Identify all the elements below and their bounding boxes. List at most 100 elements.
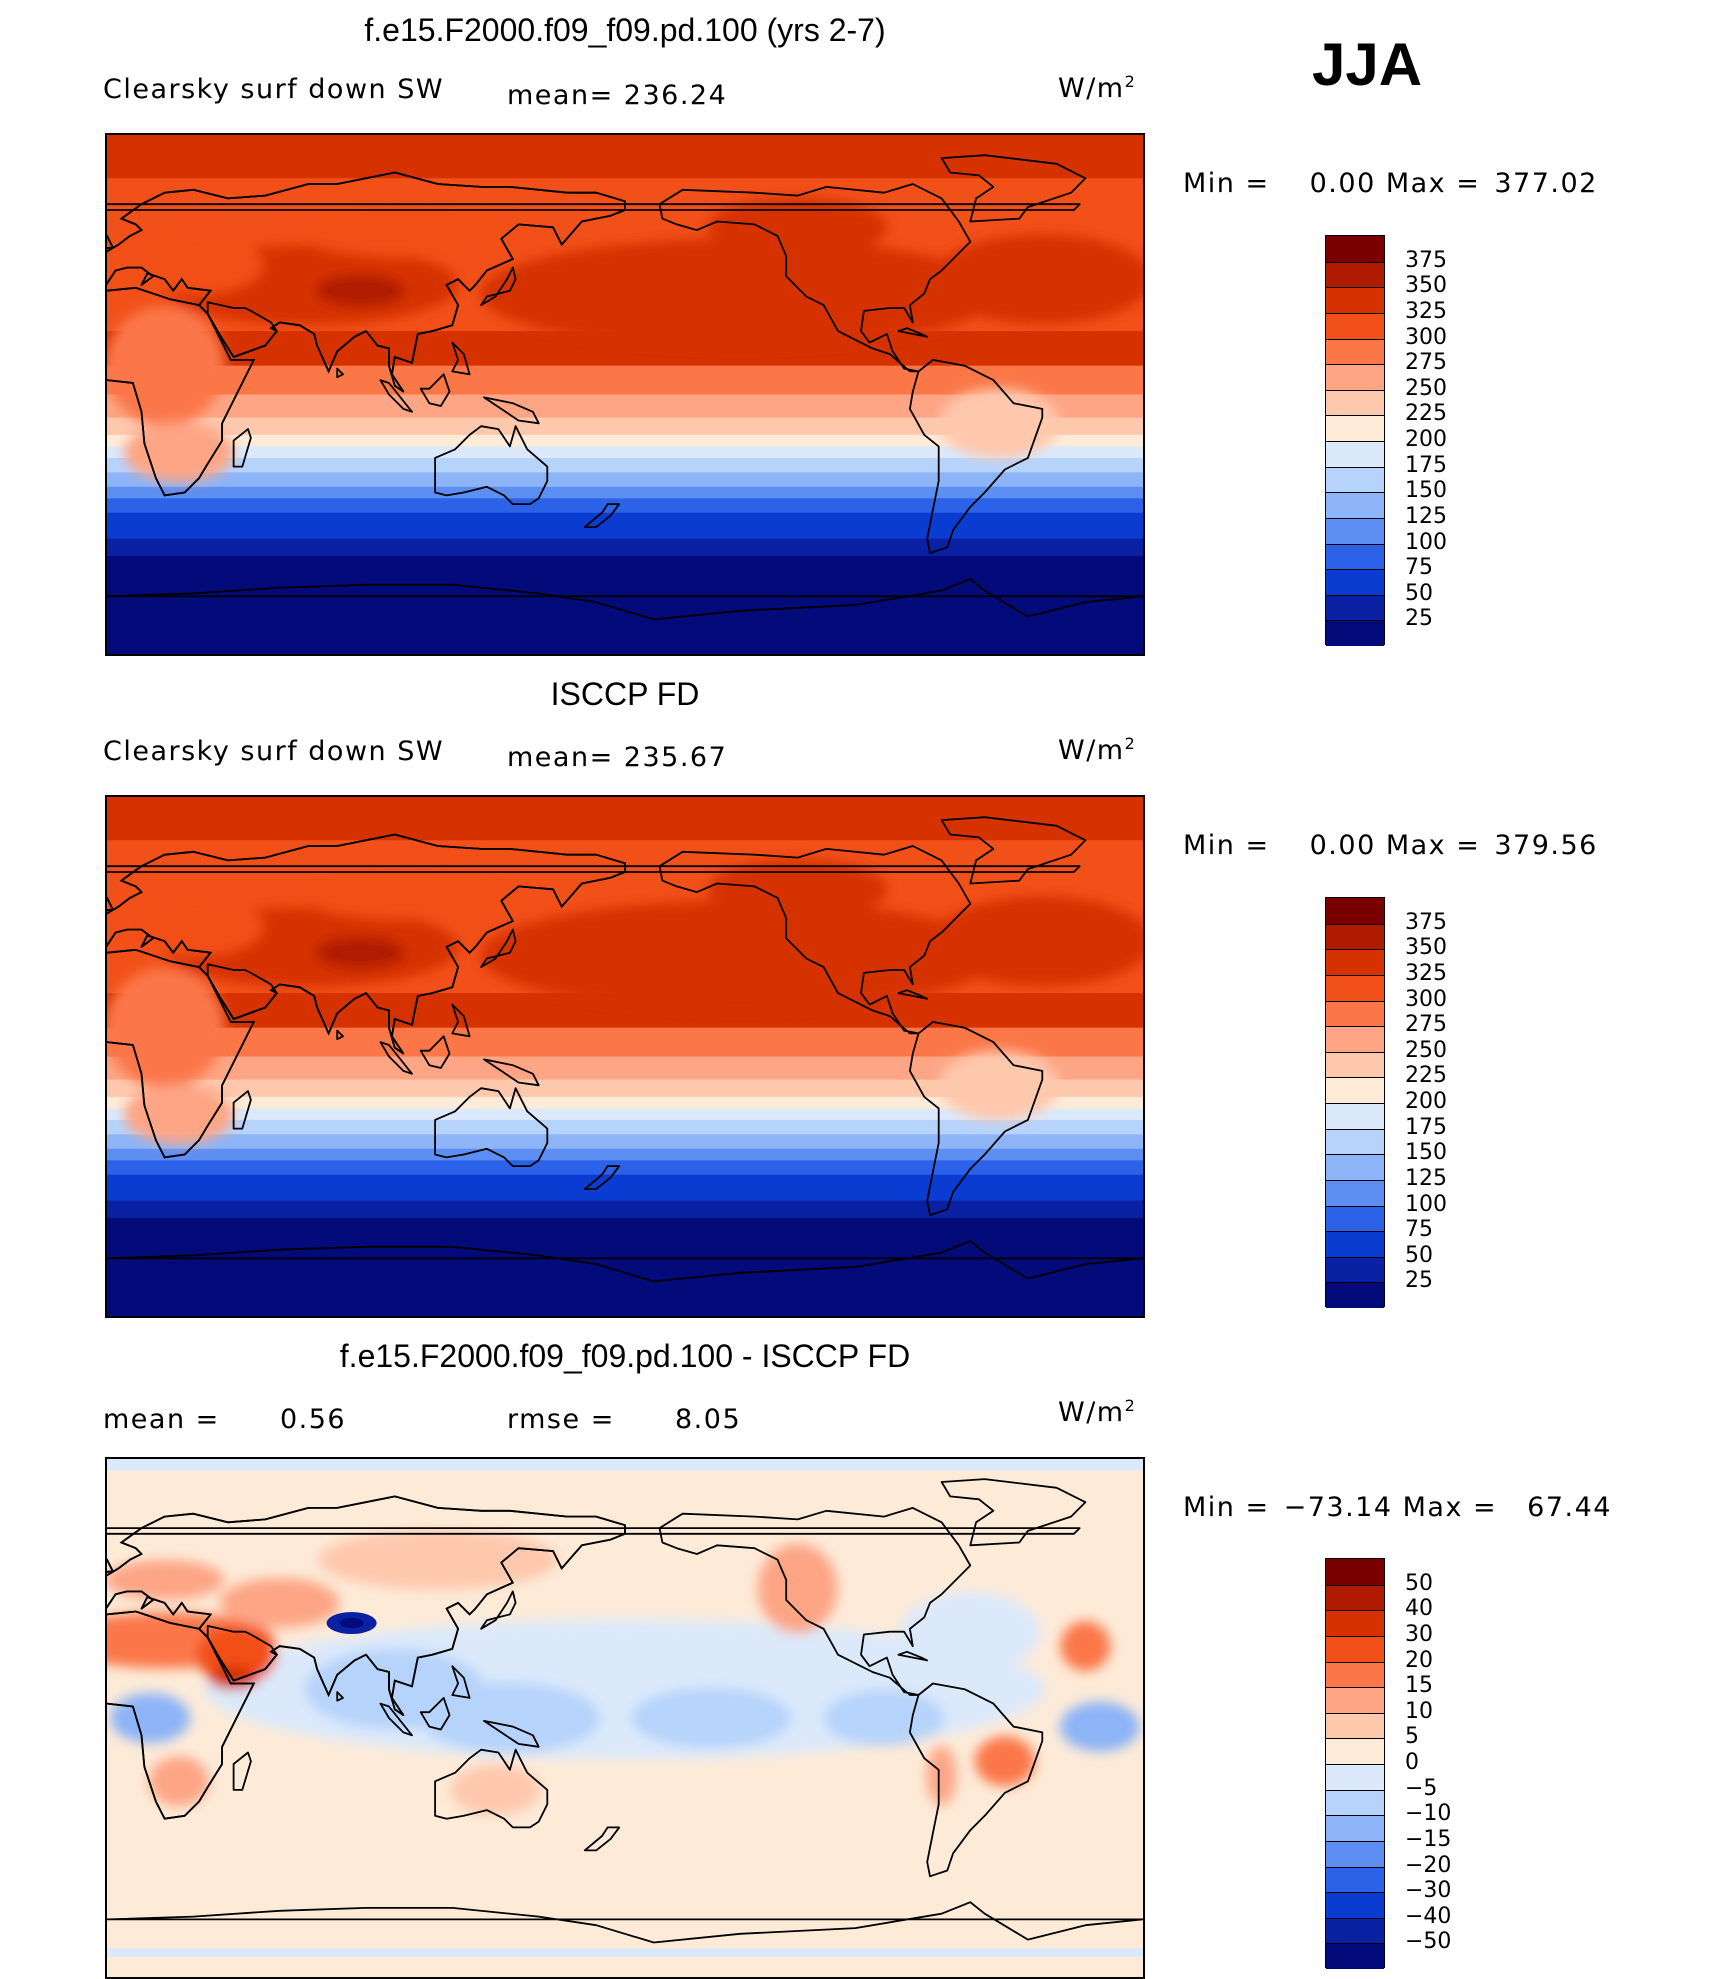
lat-band bbox=[107, 486, 1143, 500]
coastline bbox=[379, 1041, 413, 1075]
field-blob bbox=[123, 1084, 234, 1145]
coastline bbox=[434, 1748, 549, 1829]
diff-blob bbox=[631, 1688, 792, 1748]
colorbar-tick-label: 250 bbox=[1405, 375, 1447, 401]
lat-band bbox=[107, 512, 1143, 529]
lat-band bbox=[107, 1189, 1143, 1202]
coastline bbox=[897, 327, 929, 338]
colorbar-swatch bbox=[1326, 923, 1384, 950]
colorbar-tick-label: 50 bbox=[1405, 1242, 1433, 1268]
field-blob bbox=[289, 859, 530, 920]
colorbar-swatch bbox=[1326, 1077, 1384, 1103]
colorbar-swatch bbox=[1326, 1103, 1384, 1129]
panel1-mean-label: mean= bbox=[507, 80, 614, 111]
colorbar-swatch bbox=[1326, 1815, 1384, 1841]
colorbar-swatch bbox=[1326, 287, 1384, 313]
colorbar-swatch bbox=[1326, 1179, 1384, 1206]
colorbar-tick-label: 325 bbox=[1405, 960, 1447, 986]
colorbar-frame bbox=[1325, 1558, 1385, 1969]
lat-band bbox=[107, 446, 1143, 459]
colorbar-swatch bbox=[1326, 1764, 1384, 1790]
coastline bbox=[419, 1035, 451, 1069]
coastline bbox=[451, 341, 471, 376]
lat-band bbox=[107, 365, 1143, 396]
coastline bbox=[232, 1751, 252, 1791]
colorbar-tick-label: 150 bbox=[1405, 1140, 1447, 1166]
coastline bbox=[451, 1003, 471, 1038]
colorbar-tick-label: 125 bbox=[1405, 503, 1447, 529]
coastline bbox=[107, 1495, 626, 1716]
panel1-mean-value: 236.24 bbox=[623, 80, 728, 111]
lat-band bbox=[107, 457, 1143, 474]
field-blob bbox=[107, 305, 225, 426]
colorbar-swatch bbox=[1326, 974, 1384, 1001]
colorbar-tick-label: −20 bbox=[1405, 1852, 1452, 1878]
lat-band bbox=[107, 1148, 1143, 1162]
colorbar-swatch bbox=[1326, 1943, 1384, 1969]
colorbar-swatch bbox=[1326, 1789, 1384, 1816]
panel2-minmax: Min = 0.00 Max = 379.56 bbox=[1183, 830, 1598, 861]
colorbar-swatch bbox=[1326, 1892, 1384, 1918]
lat-band bbox=[107, 417, 1143, 436]
panel3-mean-label: mean = bbox=[103, 1404, 220, 1435]
diff-blob bbox=[900, 1591, 1041, 1672]
panel1-map bbox=[105, 133, 1145, 656]
colorbar-swatch bbox=[1326, 1584, 1384, 1611]
colorbar-swatch bbox=[1326, 1282, 1384, 1308]
colorbar-swatch bbox=[1326, 1866, 1384, 1893]
field-blob bbox=[123, 234, 264, 295]
colorbar-swatch bbox=[1326, 236, 1384, 262]
lat-band bbox=[107, 1119, 1143, 1136]
diff-anomalies bbox=[107, 1529, 1140, 1815]
colorbar-tick-label: −40 bbox=[1405, 1903, 1452, 1929]
coastlines-wrap bbox=[107, 833, 626, 1159]
panel2-units: W/m2 bbox=[1058, 734, 1137, 766]
colorbar-swatch bbox=[1326, 1738, 1384, 1764]
field-blob bbox=[707, 859, 888, 920]
lat-band bbox=[107, 797, 1143, 842]
colorbar-tick-label: 250 bbox=[1405, 1037, 1447, 1063]
colorbar-swatch bbox=[1326, 1610, 1384, 1636]
colorbar-swatch bbox=[1326, 1635, 1384, 1662]
coastline bbox=[336, 367, 344, 379]
colorbar-tick-label: 10 bbox=[1405, 1698, 1433, 1724]
lat-band bbox=[107, 1174, 1143, 1191]
field-blob bbox=[707, 197, 888, 258]
colorbar-swatch bbox=[1326, 261, 1384, 288]
colorbar-swatch bbox=[1326, 466, 1384, 493]
panel1-minmax: Min = 0.00 Max = 377.02 bbox=[1183, 168, 1598, 199]
panel1-title: f.e15.F2000.f09_f09.pd.100 (yrs 2-7) bbox=[364, 12, 886, 48]
coastline bbox=[483, 1058, 540, 1087]
field-blob bbox=[289, 197, 530, 258]
colorbar-tick-label: 125 bbox=[1405, 1165, 1447, 1191]
coastline bbox=[483, 1720, 540, 1748]
panel2-mean-label: mean= bbox=[507, 742, 614, 773]
colorbar-tick-label: 5 bbox=[1405, 1724, 1419, 1750]
panel2-title: ISCCP FD bbox=[550, 676, 700, 712]
diff-blob bbox=[1060, 1621, 1111, 1672]
coastline bbox=[107, 865, 1081, 873]
colorbar-tick-label: 300 bbox=[1405, 986, 1447, 1012]
colorbar-swatch bbox=[1326, 898, 1384, 924]
coastline bbox=[336, 1691, 344, 1702]
panel2-mean-value: 235.67 bbox=[623, 742, 728, 773]
panel3-units: W/m2 bbox=[1058, 1396, 1137, 1428]
field-blob bbox=[932, 896, 1143, 987]
colorbar-tick-label: 25 bbox=[1405, 606, 1433, 632]
diff-blob bbox=[926, 1745, 957, 1806]
panel2-colorbar: 375 350 325 300 275 250 225 200 175 150 125 100 75 50… bbox=[1325, 897, 1447, 1308]
coastline bbox=[419, 373, 451, 407]
panel2-variable-label: Clearsky surf down SW bbox=[103, 736, 445, 767]
lat-band bbox=[107, 527, 1143, 540]
colorbar-tick-label: 300 bbox=[1405, 324, 1447, 350]
lat-band bbox=[107, 434, 1143, 448]
panel2-map-svg bbox=[107, 797, 1143, 1316]
colorbar-tick-label: 40 bbox=[1405, 1596, 1433, 1622]
colorbar-swatch bbox=[1326, 338, 1384, 365]
lat-band bbox=[107, 555, 1143, 654]
colorbar-tick-label: 75 bbox=[1405, 1217, 1433, 1243]
lat-band bbox=[107, 1079, 1143, 1098]
colorbar-tick-label: 75 bbox=[1405, 555, 1433, 581]
colorbar-swatch bbox=[1326, 1000, 1384, 1027]
coastline bbox=[232, 1090, 252, 1130]
